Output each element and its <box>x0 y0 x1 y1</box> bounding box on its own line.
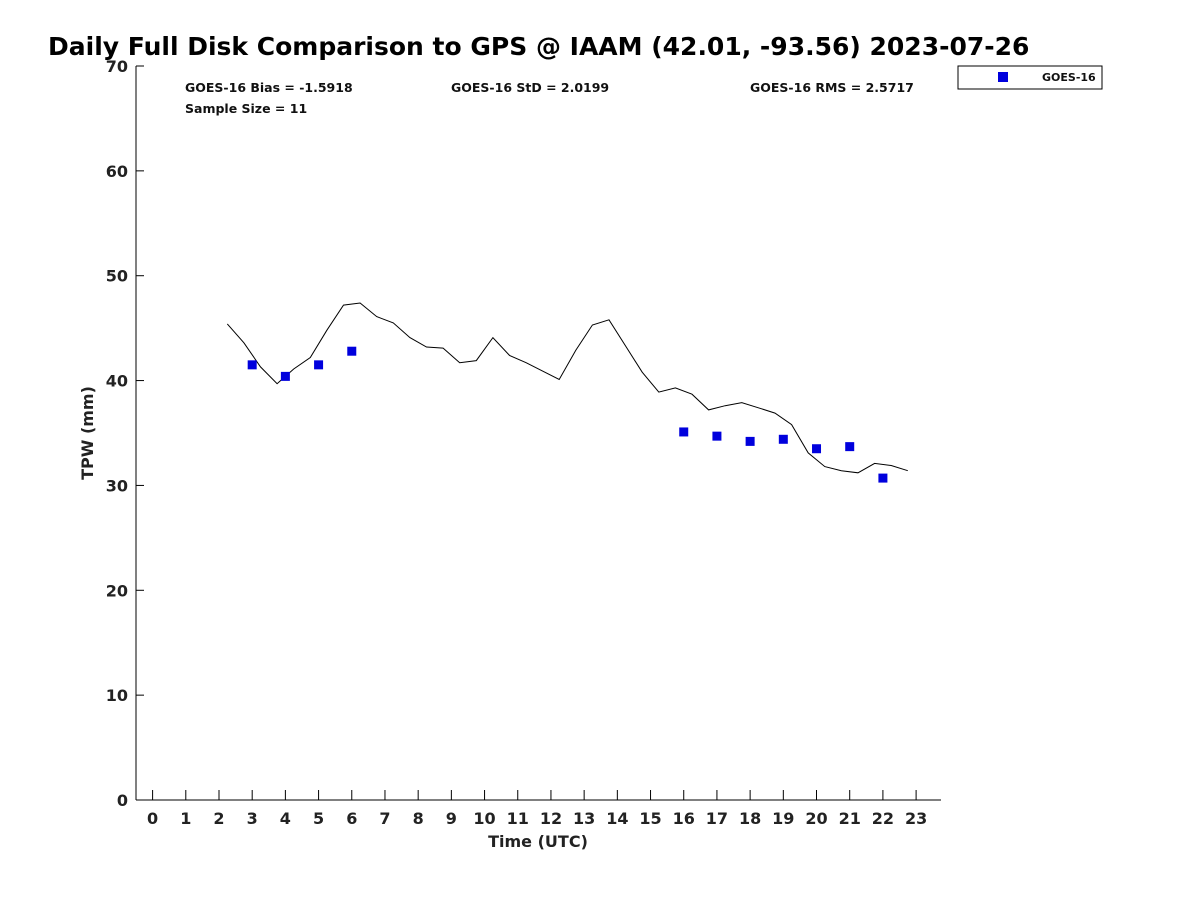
x-tick-label: 2 <box>213 809 224 828</box>
goes16-point <box>712 431 722 441</box>
x-tick-label: 10 <box>473 809 495 828</box>
y-tick-label: 20 <box>106 581 128 600</box>
x-axis-label: Time (UTC) <box>488 832 588 851</box>
legend-marker <box>998 72 1008 82</box>
goes16-point <box>878 473 888 483</box>
x-tick-label: 22 <box>872 809 894 828</box>
y-axis-ticks: 0 10 20 30 40 50 60 70 <box>106 57 144 810</box>
rms-stat: GOES-16 RMS = 2.5717 <box>750 80 914 95</box>
y-tick-label: 10 <box>106 686 128 705</box>
x-tick-label: 7 <box>379 809 390 828</box>
x-tick-label: 4 <box>280 809 291 828</box>
goes16-point <box>347 346 357 356</box>
x-tick-label: 6 <box>346 809 357 828</box>
goes16-point <box>812 444 822 454</box>
x-tick-label: 9 <box>446 809 457 828</box>
y-tick-label: 0 <box>117 791 128 810</box>
y-tick-label: 70 <box>106 57 128 76</box>
legend: GOES-16 <box>957 65 1103 90</box>
bias-stat: GOES-16 Bias = -1.5918 <box>185 80 353 95</box>
goes16-point <box>280 371 290 381</box>
sample-size-stat: Sample Size = 11 <box>185 101 307 116</box>
x-tick-label: 5 <box>313 809 324 828</box>
goes16-point <box>314 360 324 370</box>
x-axis-ticks: 0 1 2 3 4 5 6 7 8 9 10 11 12 13 14 15 16 17 18 19 20 21 22 23 <box>147 790 927 828</box>
goes16-point <box>845 442 855 452</box>
x-tick-label: 21 <box>839 809 861 828</box>
legend-box <box>957 65 1103 90</box>
y-tick-label: 60 <box>106 162 128 181</box>
gps-series <box>226 302 908 474</box>
goes16-point <box>679 427 689 437</box>
axes <box>135 66 941 801</box>
x-tick-label: 20 <box>805 809 827 828</box>
y-tick-label: 40 <box>106 372 128 391</box>
x-tick-label: 12 <box>540 809 562 828</box>
y-tick-label: 30 <box>106 476 128 495</box>
goes16-point <box>745 436 755 446</box>
x-tick-label: 19 <box>772 809 794 828</box>
x-tick-label: 3 <box>247 809 258 828</box>
x-tick-label: 18 <box>739 809 761 828</box>
goes16-point <box>247 360 257 370</box>
x-tick-label: 23 <box>905 809 927 828</box>
legend-label: GOES-16 <box>1042 71 1096 84</box>
y-axis-label: TPW (mm) <box>78 386 97 480</box>
x-tick-label: 8 <box>413 809 424 828</box>
x-tick-label: 15 <box>639 809 661 828</box>
x-tick-label: 11 <box>507 809 529 828</box>
goes16-point <box>778 434 788 444</box>
x-tick-label: 14 <box>606 809 628 828</box>
gps-line <box>226 302 908 474</box>
x-tick-label: 0 <box>147 809 158 828</box>
std-stat: GOES-16 StD = 2.0199 <box>451 80 609 95</box>
goes16-series <box>247 346 888 483</box>
chart-title: Daily Full Disk Comparison to GPS @ IAAM… <box>48 32 1029 61</box>
x-tick-label: 17 <box>706 809 728 828</box>
x-tick-label: 13 <box>573 809 595 828</box>
y-tick-label: 50 <box>106 267 128 286</box>
x-tick-label: 1 <box>180 809 191 828</box>
x-tick-label: 16 <box>673 809 695 828</box>
